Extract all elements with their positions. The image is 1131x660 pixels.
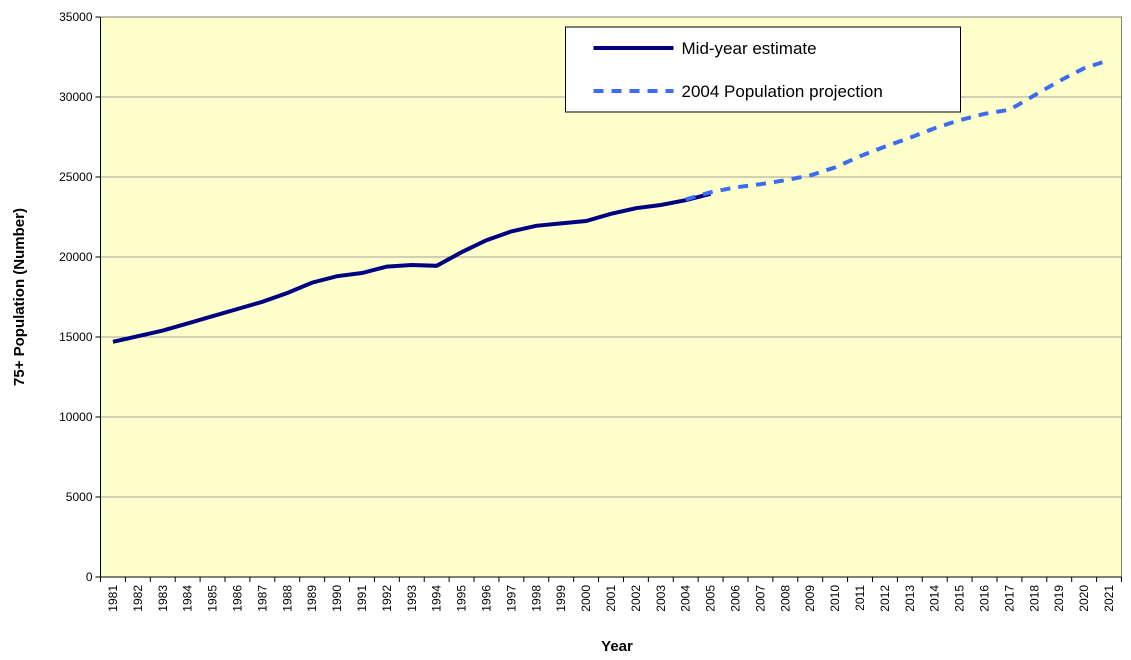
x-tick-label: 2013 [903,585,917,612]
y-tick-label: 25000 [59,170,93,184]
x-tick-label: 2000 [579,585,593,612]
x-tick-label: 1991 [355,585,369,612]
legend-label: 2004 Population projection [682,82,883,101]
x-tick-label: 2007 [753,585,767,612]
x-tick-label: 1999 [554,585,568,612]
x-tick-label: 1988 [280,585,294,612]
x-tick-label: 2003 [654,585,668,612]
line-series [112,191,712,344]
x-tick-label: 1989 [305,585,319,612]
x-tick-label: 2008 [778,585,792,612]
line-series [685,58,1110,202]
x-axis-title: Year [601,638,633,655]
y-tick-label: 10000 [59,410,93,424]
y-tick-label: 15000 [59,330,93,344]
x-tick-label: 2011 [853,585,867,611]
x-tick-label: 1984 [181,585,195,612]
x-tick-label: 1987 [255,585,269,612]
x-tick-label: 2004 [679,585,693,612]
x-tick-label: 2015 [953,585,967,612]
y-axis-title: 75+ Population (Number) [11,208,28,386]
x-tick-label: 1997 [504,585,518,612]
x-tick-label: 2001 [604,585,618,612]
x-tick-label: 1982 [131,585,145,612]
y-tick-label: 5000 [66,490,93,504]
x-tick-label: 2012 [878,585,892,612]
y-tick-label: 30000 [59,90,93,104]
x-tick-label: 1990 [330,585,344,612]
x-tick-label: 2017 [1002,585,1016,612]
x-tick-label: 2021 [1102,585,1116,612]
legend-label: Mid-year estimate [682,39,817,58]
x-tick-label: 1981 [106,585,120,612]
x-tick-label: 1985 [206,585,220,612]
x-tick-label: 2002 [629,585,643,612]
x-tick-label: 1986 [230,585,244,612]
x-tick-label: 1993 [405,585,419,612]
x-tick-label: 2009 [803,585,817,612]
x-tick-label: 2006 [729,585,743,612]
x-tick-label: 2005 [704,585,718,612]
x-tick-label: 1992 [380,585,394,612]
x-tick-label: 2010 [828,585,842,612]
x-tick-label: 1998 [529,585,543,612]
x-tick-label: 2020 [1077,585,1091,612]
x-tick-label: 1996 [479,585,493,612]
y-tick-label: 20000 [59,250,93,264]
x-tick-label: 2018 [1027,585,1041,612]
x-tick-label: 1994 [430,585,444,612]
y-tick-label: 35000 [59,10,93,24]
legend-box [565,26,961,113]
x-tick-label: 2016 [978,585,992,612]
y-tick-label: 0 [86,570,93,584]
x-tick-label: 2014 [928,585,942,612]
x-tick-label: 2019 [1052,585,1066,612]
x-tick-label: 1983 [156,585,170,612]
x-tick-label: 1995 [455,585,469,612]
